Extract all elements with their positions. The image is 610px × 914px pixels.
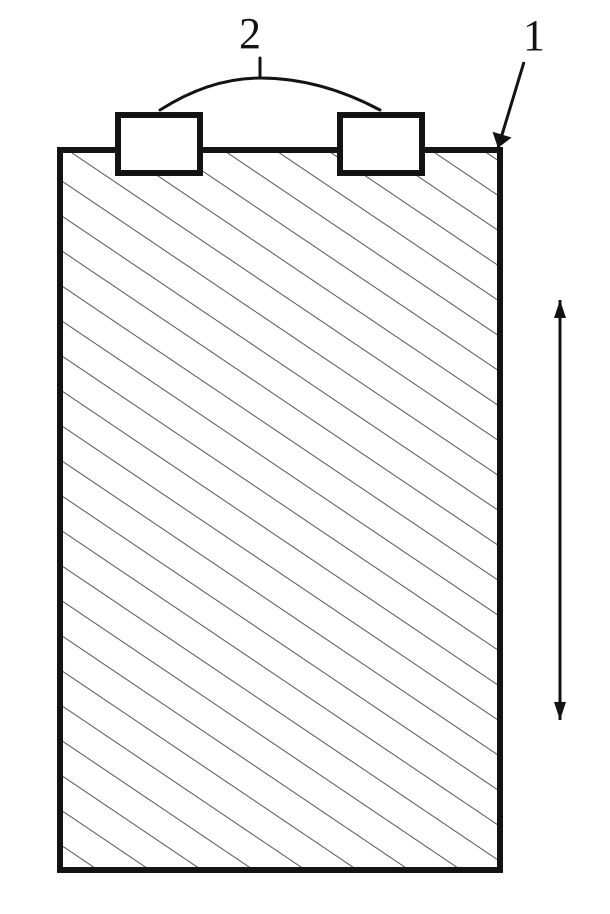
dim-arrow-head-top (554, 300, 566, 318)
label-1: 1 (523, 11, 545, 60)
callout-brace-2 (160, 58, 380, 110)
dim-arrow-head-bottom (554, 702, 566, 720)
tab-right (340, 115, 422, 173)
diagram-canvas: 21 (0, 0, 610, 914)
label-2: 2 (239, 9, 261, 58)
body-hatch (60, 150, 500, 870)
tab-left (118, 115, 200, 173)
